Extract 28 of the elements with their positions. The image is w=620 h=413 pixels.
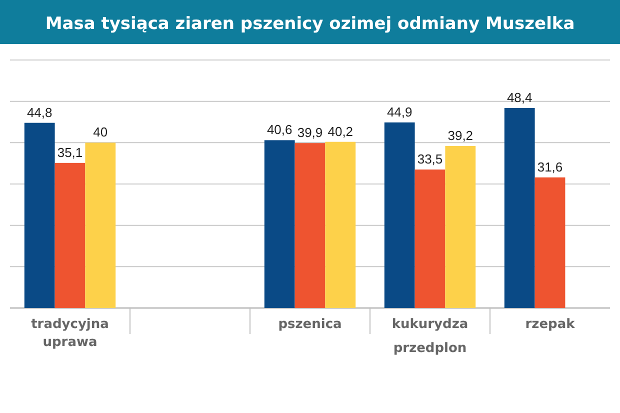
bar [294, 143, 326, 308]
bar [445, 146, 476, 308]
bar [54, 162, 86, 308]
data-label: 39,9 [297, 125, 323, 140]
data-label: 44,9 [386, 104, 412, 120]
x-tick-label: rzepak [525, 317, 576, 332]
bar [534, 177, 566, 308]
chart-title: Masa tysiąca ziaren pszenicy ozimej odmiany Muszelka [45, 14, 575, 34]
bar [504, 108, 535, 308]
data-label: 40 [93, 124, 108, 140]
text: przedplon [393, 341, 467, 356]
bar [325, 142, 356, 308]
data-label: 40,2 [328, 124, 354, 139]
bar [264, 140, 295, 308]
data-label: 31,6 [537, 159, 563, 174]
bar [414, 170, 446, 308]
bar [24, 122, 55, 308]
data-label: 39,2 [448, 128, 474, 143]
data-label: 48,4 [506, 90, 532, 105]
data-label: 33,5 [417, 152, 443, 167]
data-label: 44,8 [26, 104, 52, 120]
data-label: 35,1 [57, 144, 83, 160]
x-tick-label: tradycyjna uprawa [31, 317, 109, 350]
bar [85, 142, 116, 308]
bar [384, 122, 415, 308]
data-label: 40,6 [266, 122, 292, 138]
x-tick-label: pszenica [278, 317, 342, 332]
x-tick-label: kukurydza [392, 317, 468, 332]
